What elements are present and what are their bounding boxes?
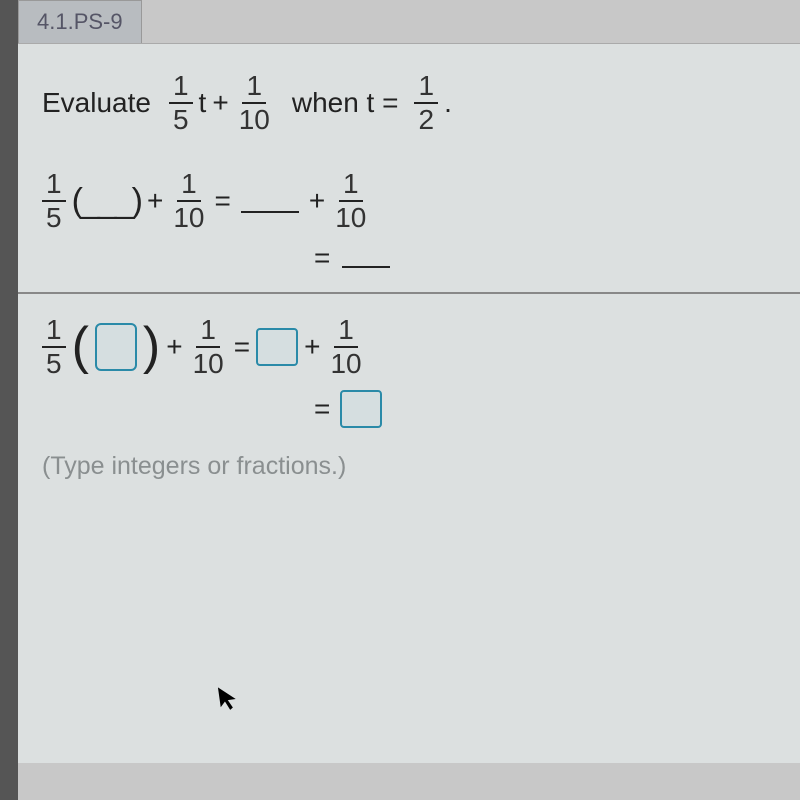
eq-1: = — [214, 185, 230, 217]
frac-1-10-b: 1 10 — [169, 170, 208, 232]
input-row-1: 1 5 ( ) + 1 10 = + 1 10 — [42, 316, 776, 378]
input-substitute[interactable] — [95, 323, 137, 371]
hint-text: (Type integers or fractions.) — [42, 452, 776, 481]
tab-label: 4.1.PS-9 — [37, 9, 123, 34]
frac-1-5-a: 1 5 — [169, 72, 193, 134]
plus-3: + — [309, 185, 325, 217]
window-frame: 4.1.PS-9 Evaluate 1 5 t + 1 10 when t = … — [0, 0, 800, 800]
paren-blank: (___) — [72, 182, 141, 221]
plus-2: + — [147, 185, 163, 217]
blank-line-2 — [342, 262, 390, 268]
var-t: t — [199, 87, 207, 119]
plus-5: + — [304, 331, 320, 363]
plus-1: + — [212, 87, 228, 119]
frac-1-10-c: 1 10 — [331, 170, 370, 232]
problem-content: Evaluate 1 5 t + 1 10 when t = 1 2 . 1 5… — [18, 43, 800, 763]
eq-3: = — [234, 331, 250, 363]
rparen: ) — [143, 326, 160, 368]
eq-4: = — [314, 393, 330, 425]
work-row-2: = — [314, 242, 776, 274]
when-text: when t = — [292, 87, 399, 119]
input-product[interactable] — [256, 328, 298, 366]
frac-1-2: 1 2 — [414, 72, 438, 134]
mouse-cursor-icon — [216, 683, 243, 721]
work-row-1: 1 5 (___) + 1 10 = + 1 10 — [42, 170, 776, 232]
prompt-row: Evaluate 1 5 t + 1 10 when t = 1 2 . — [42, 72, 776, 134]
frac-1-10-a: 1 10 — [235, 72, 274, 134]
eq-2: = — [314, 242, 330, 274]
input-row-2: = — [314, 390, 776, 428]
frac-1-10-e: 1 10 — [326, 316, 365, 378]
frac-1-5-c: 1 5 — [42, 316, 66, 378]
blank-line-1 — [241, 207, 299, 213]
lparen: ( — [72, 326, 89, 368]
prompt-word: Evaluate — [42, 87, 151, 119]
frac-1-10-d: 1 10 — [189, 316, 228, 378]
frac-1-5-b: 1 5 — [42, 170, 66, 232]
divider-line — [18, 292, 800, 294]
period: . — [444, 87, 452, 119]
input-answer[interactable] — [340, 390, 382, 428]
problem-tab[interactable]: 4.1.PS-9 — [18, 0, 142, 43]
plus-4: + — [166, 331, 182, 363]
